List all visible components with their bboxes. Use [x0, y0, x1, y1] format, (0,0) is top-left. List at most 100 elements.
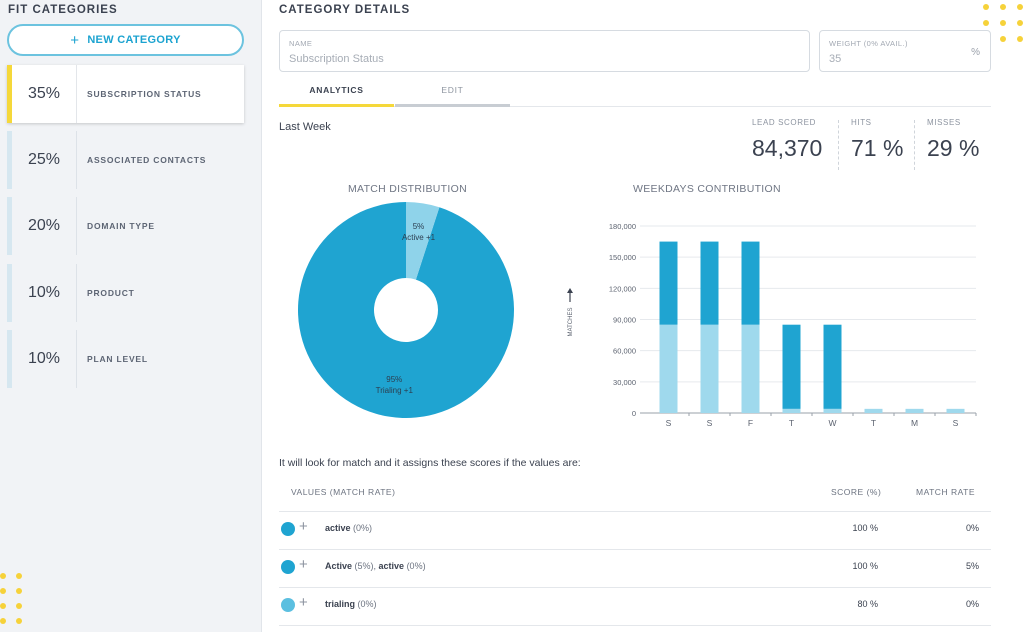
y-tick-label: 120,000 — [609, 284, 636, 293]
bar[interactable] — [823, 324, 842, 409]
row-match-rate: 5% — [965, 561, 979, 571]
category-accent-bar — [7, 197, 12, 255]
bar[interactable] — [823, 408, 842, 413]
bar[interactable] — [864, 408, 883, 413]
col-header-match-rate: MATCH RATE — [916, 487, 975, 497]
category-accent-bar — [7, 65, 12, 123]
bar[interactable] — [946, 408, 965, 413]
tab-analytics[interactable]: ANALYTICS — [279, 76, 394, 107]
period-label: Last Week — [279, 121, 331, 133]
stat-label: LEAD SCORED — [752, 118, 816, 127]
fit-categories-panel: FIT CATEGORIES + NEW CATEGORY 35% SUBSCR… — [0, 0, 262, 632]
y-axis-arrowhead — [567, 288, 573, 293]
col-header-score: SCORE (%) — [831, 487, 882, 497]
add-value-button[interactable]: + — [299, 594, 308, 611]
row-score: 100 % — [852, 523, 878, 533]
category-label: SUBSCRIPTION STATUS — [87, 89, 202, 99]
value-color-dot — [281, 560, 295, 574]
bar[interactable] — [659, 241, 678, 325]
col-header-values: VALUES (MATCH RATE) — [291, 487, 396, 497]
weight-unit: % — [971, 47, 980, 58]
row-values: trialing (0%) — [325, 599, 377, 609]
category-percent: 10% — [12, 330, 77, 388]
value-color-dot — [281, 598, 295, 612]
bar[interactable] — [782, 324, 801, 409]
table-divider — [279, 587, 991, 588]
x-tick-label: S — [953, 418, 959, 428]
category-item-subscription-status[interactable]: 35% SUBSCRIPTION STATUS — [7, 65, 244, 123]
stat-value: 71 % — [851, 135, 904, 161]
row-match-rate: 0% — [965, 599, 979, 609]
weight-field-label: WEIGHT (0% AVAIL.) — [829, 39, 908, 48]
value-color-dot — [281, 522, 295, 536]
y-tick-label: 90,000 — [613, 316, 636, 325]
x-tick-label: S — [666, 418, 672, 428]
category-item-domain-type[interactable]: 20% DOMAIN TYPE — [7, 197, 244, 255]
x-tick-label: W — [828, 418, 836, 428]
table-row: + trialing (0%) 80 % 0% — [279, 586, 991, 624]
category-percent: 10% — [12, 264, 77, 322]
x-tick-label: F — [748, 418, 753, 428]
stat-label: HITS — [851, 118, 872, 127]
y-axis-label: MATCHES — [568, 308, 574, 337]
new-category-button[interactable]: + NEW CATEGORY — [7, 24, 244, 56]
category-accent-bar — [7, 264, 12, 322]
table-divider — [279, 625, 991, 626]
bar[interactable] — [905, 408, 924, 413]
weight-field-value: 35 — [829, 53, 842, 65]
category-details-title: CATEGORY DETAILS — [279, 4, 411, 16]
y-tick-label: 30,000 — [613, 378, 636, 387]
add-value-button[interactable]: + — [299, 518, 308, 535]
category-label: ASSOCIATED CONTACTS — [87, 155, 207, 165]
row-score: 100 % — [852, 561, 878, 571]
stat-divider — [914, 120, 915, 170]
category-label: PLAN LEVEL — [87, 354, 148, 364]
category-item-plan-level[interactable]: 10% PLAN LEVEL — [7, 330, 244, 388]
category-label: DOMAIN TYPE — [87, 221, 155, 231]
weekdays-contribution-title: WEEKDAYS CONTRIBUTION — [633, 183, 781, 195]
pie-slice-sublabel: Trialing +1 — [376, 386, 414, 395]
bar[interactable] — [741, 241, 760, 325]
category-percent: 25% — [12, 131, 77, 189]
tab-edit[interactable]: EDIT — [395, 76, 510, 107]
table-row: + Active (5%), active (0%) 100 % 5% — [279, 548, 991, 586]
bar[interactable] — [700, 241, 719, 325]
pie-slice-label: 5% — [413, 222, 425, 231]
table-divider — [279, 549, 991, 550]
stat-lead-scored: LEAD SCORED 84,370 — [752, 118, 822, 170]
decorative-dots-bottom-left — [0, 573, 22, 624]
x-tick-label: T — [871, 418, 876, 428]
bar[interactable] — [741, 324, 760, 413]
match-distribution-title: MATCH DISTRIBUTION — [348, 183, 467, 195]
bar[interactable] — [700, 324, 719, 413]
match-distribution-chart: 95% Trialing +1 5% Active +1 — [297, 202, 514, 418]
category-item-associated-contacts[interactable]: 25% ASSOCIATED CONTACTS — [7, 131, 244, 189]
plus-icon: + — [70, 31, 80, 49]
x-tick-label: S — [707, 418, 713, 428]
name-field-label: NAME — [289, 39, 313, 48]
category-accent-bar — [7, 131, 12, 189]
name-field[interactable]: NAME Subscription Status — [279, 30, 810, 72]
weight-field[interactable]: WEIGHT (0% AVAIL.) 35 % — [819, 30, 991, 72]
detail-tabs: ANALYTICS EDIT — [279, 76, 991, 107]
bar[interactable] — [782, 408, 801, 413]
category-item-product[interactable]: 10% PRODUCT — [7, 264, 244, 322]
pie-slice[interactable] — [406, 202, 440, 280]
bar[interactable] — [659, 324, 678, 413]
add-value-button[interactable]: + — [299, 556, 308, 573]
category-percent: 20% — [12, 197, 77, 255]
table-divider — [279, 511, 991, 512]
new-category-label: NEW CATEGORY — [87, 34, 181, 46]
row-score: 80 % — [857, 599, 878, 609]
row-values: active (0%) — [325, 523, 373, 533]
stat-divider — [838, 120, 839, 170]
stat-hits: HITS 71 % — [851, 118, 903, 170]
y-tick-label: 0 — [632, 409, 636, 418]
x-tick-label: T — [789, 418, 794, 428]
pie-slice[interactable] — [297, 202, 514, 418]
y-tick-label: 150,000 — [609, 253, 636, 262]
name-field-value: Subscription Status — [289, 53, 384, 65]
row-values: Active (5%), active (0%) — [325, 561, 426, 571]
panel-title: FIT CATEGORIES — [8, 4, 118, 16]
table-row: + active (0%) 100 % 0% — [279, 510, 991, 548]
